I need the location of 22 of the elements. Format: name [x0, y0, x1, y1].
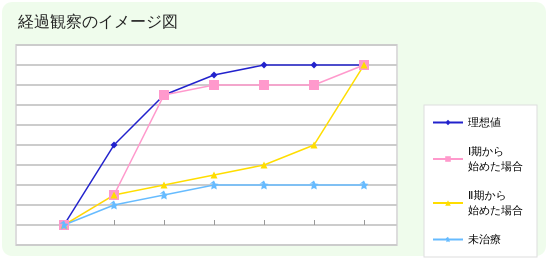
chart-title: 経過観察のイメージ図 [18, 12, 178, 33]
point [209, 80, 219, 90]
point [310, 62, 318, 68]
legend-label: 理想値 [468, 116, 501, 129]
point [160, 190, 168, 200]
point [260, 162, 268, 168]
point [259, 80, 269, 90]
point [310, 142, 318, 148]
point [309, 80, 319, 90]
point [210, 72, 218, 78]
legend-label: Ⅰ期から始めた場合 [468, 145, 523, 173]
point [210, 172, 218, 178]
point [110, 142, 118, 148]
point [110, 200, 118, 210]
point [210, 180, 218, 190]
legend-label: 未治療 [468, 233, 501, 246]
point [260, 180, 268, 190]
point [160, 182, 168, 188]
legend-label: Ⅱ期から始めた場合 [468, 189, 523, 217]
point [360, 180, 368, 190]
point [260, 62, 268, 68]
point [310, 180, 318, 190]
